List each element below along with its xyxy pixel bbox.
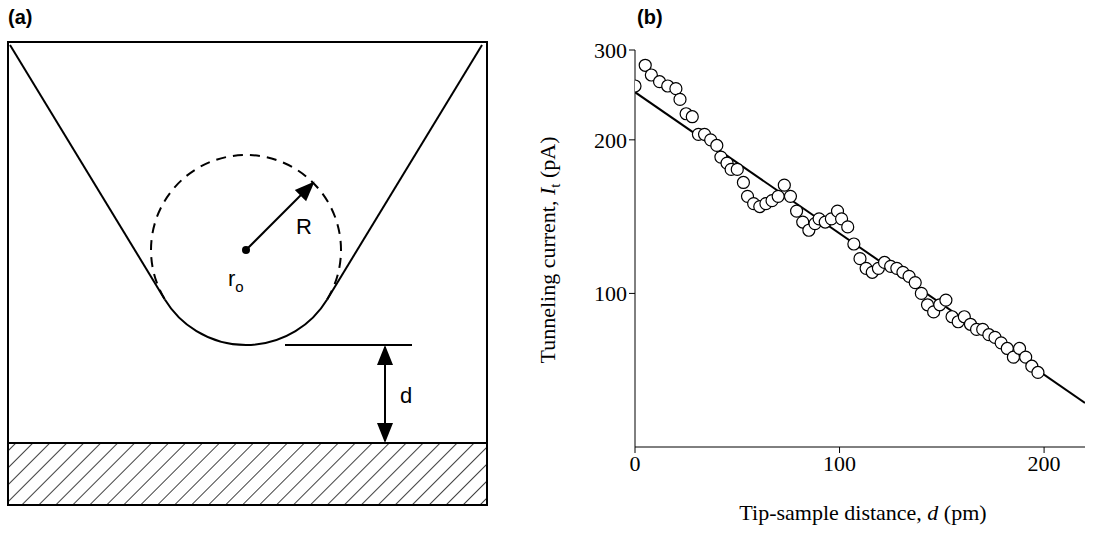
svg-text:200: 200 xyxy=(1028,451,1061,476)
svg-text:R: R xyxy=(296,214,312,239)
svg-text:200: 200 xyxy=(594,128,627,153)
svg-text:Tip-sample distance, d (pm): Tip-sample distance, d (pm) xyxy=(739,500,986,525)
svg-text:d: d xyxy=(400,383,412,408)
svg-text:Tunneling current, It (pA): Tunneling current, It (pA) xyxy=(535,137,563,364)
svg-text:100: 100 xyxy=(594,281,627,306)
svg-text:ro: ro xyxy=(228,266,244,295)
svg-text:0: 0 xyxy=(630,451,641,476)
svg-text:(b): (b) xyxy=(637,6,663,28)
svg-text:100: 100 xyxy=(823,451,856,476)
svg-text:300: 300 xyxy=(594,38,627,63)
svg-text:(a): (a) xyxy=(8,6,32,28)
